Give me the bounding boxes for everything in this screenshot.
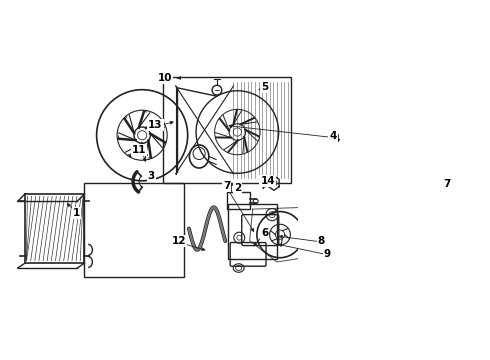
Text: 13: 13 [149, 123, 163, 134]
Text: 8: 8 [318, 236, 325, 246]
Text: 3: 3 [147, 171, 155, 181]
Text: 7: 7 [223, 181, 230, 191]
Bar [163, 77, 291, 183]
Text: 5: 5 [261, 81, 269, 91]
Text: 11: 11 [132, 145, 147, 155]
Text: 1: 1 [73, 208, 80, 219]
Text: 1: 1 [73, 208, 80, 219]
Text: 2: 2 [234, 183, 241, 193]
Text: 13: 13 [148, 120, 163, 130]
Text: 11: 11 [135, 148, 149, 158]
Text: 2: 2 [234, 184, 241, 194]
Text: 4: 4 [329, 131, 337, 141]
Text: 14: 14 [261, 176, 275, 186]
Text: 12: 12 [172, 236, 186, 246]
Text: 8: 8 [319, 239, 326, 249]
Text: 12: 12 [172, 239, 187, 249]
Text: 10: 10 [157, 73, 172, 83]
Text: 14: 14 [261, 178, 275, 188]
Text: 7: 7 [443, 179, 451, 189]
Bar [228, 204, 277, 259]
Text: 9: 9 [325, 251, 332, 261]
Bar [84, 183, 184, 277]
Text: 3: 3 [147, 173, 155, 183]
Text: 9: 9 [324, 249, 331, 259]
Text: 6: 6 [261, 230, 269, 240]
Text: 4: 4 [333, 134, 340, 144]
Text: 6: 6 [261, 229, 269, 238]
Bar [226, 192, 249, 209]
Text: 10: 10 [157, 75, 172, 85]
Text: 5: 5 [261, 83, 269, 93]
